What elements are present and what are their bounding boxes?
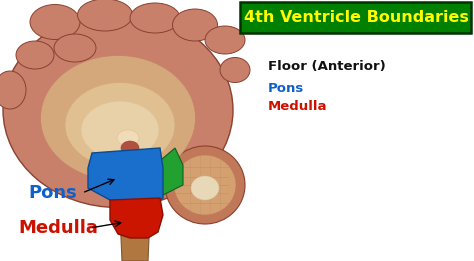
Ellipse shape bbox=[16, 41, 54, 69]
Ellipse shape bbox=[3, 13, 233, 207]
Ellipse shape bbox=[0, 71, 26, 109]
Text: Medulla: Medulla bbox=[18, 219, 98, 237]
Ellipse shape bbox=[130, 3, 180, 33]
Ellipse shape bbox=[121, 141, 139, 155]
Polygon shape bbox=[110, 198, 163, 238]
Text: Medulla: Medulla bbox=[268, 100, 328, 113]
FancyBboxPatch shape bbox=[240, 2, 472, 33]
Text: Floor (Anterior): Floor (Anterior) bbox=[268, 60, 386, 73]
Ellipse shape bbox=[205, 26, 245, 54]
Ellipse shape bbox=[173, 9, 218, 41]
Ellipse shape bbox=[65, 82, 175, 168]
Ellipse shape bbox=[165, 146, 245, 224]
Ellipse shape bbox=[220, 57, 250, 82]
Polygon shape bbox=[155, 148, 183, 195]
Ellipse shape bbox=[81, 101, 159, 159]
Text: 4th Ventricle Boundaries: 4th Ventricle Boundaries bbox=[244, 9, 468, 25]
Ellipse shape bbox=[174, 155, 236, 215]
Polygon shape bbox=[118, 168, 152, 261]
Ellipse shape bbox=[78, 0, 133, 31]
Ellipse shape bbox=[191, 176, 219, 200]
Bar bbox=[118, 168, 152, 176]
Ellipse shape bbox=[117, 130, 139, 146]
Text: Pons: Pons bbox=[268, 82, 304, 95]
Ellipse shape bbox=[40, 56, 195, 181]
Polygon shape bbox=[88, 148, 163, 205]
Ellipse shape bbox=[30, 4, 80, 39]
Ellipse shape bbox=[54, 34, 96, 62]
Text: Pons: Pons bbox=[28, 184, 77, 202]
